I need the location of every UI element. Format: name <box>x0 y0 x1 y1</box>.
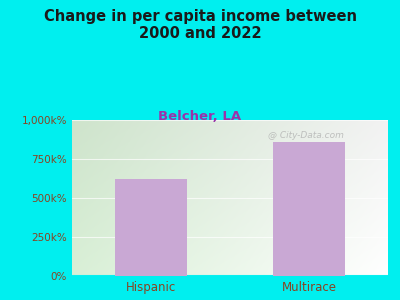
Text: @ City-Data.com: @ City-Data.com <box>268 131 344 140</box>
Text: Belcher, LA: Belcher, LA <box>158 110 242 122</box>
Text: Change in per capita income between
2000 and 2022: Change in per capita income between 2000… <box>44 9 356 41</box>
Bar <box>274 142 344 276</box>
Bar <box>116 178 186 276</box>
